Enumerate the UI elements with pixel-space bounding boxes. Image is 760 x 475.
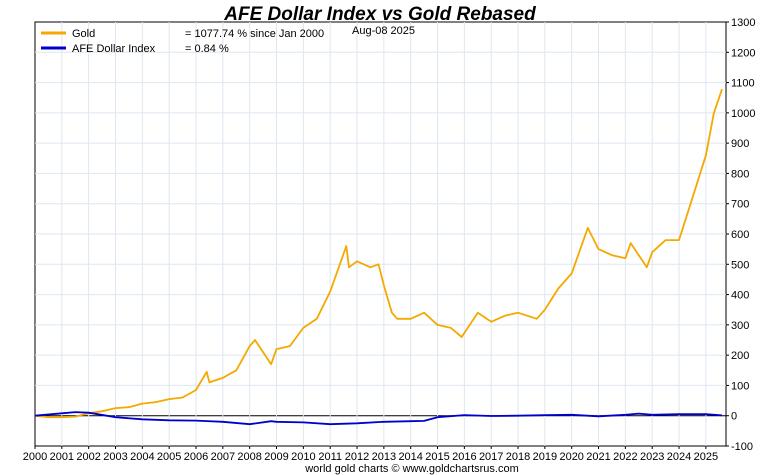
- x-tick-label: 2000: [23, 451, 47, 463]
- x-tick-label: 2021: [586, 451, 610, 463]
- legend-label-gold: Gold: [72, 28, 95, 40]
- x-tick-label: 2003: [103, 451, 127, 463]
- x-tick-label: 2017: [479, 451, 503, 463]
- y-tick-label: 800: [731, 168, 749, 180]
- x-tick-label: 2006: [184, 451, 208, 463]
- series-lines: [34, 88, 723, 426]
- y-axis: -100 0 100 200 300 400 500 600 700 800 900 1000 1100…: [726, 17, 755, 453]
- x-tick-label: 2015: [425, 451, 449, 463]
- x-tick-label: 2009: [264, 451, 288, 463]
- x-tick-label: 2005: [157, 451, 181, 463]
- y-tick-label: 200: [731, 350, 749, 362]
- y-tick-label: 400: [731, 290, 749, 302]
- y-tick-label: 100: [731, 380, 749, 392]
- y-tick-label: 1200: [731, 47, 755, 59]
- x-tick-label: 2008: [237, 451, 261, 463]
- series-line-afe-dollar-index: [34, 411, 723, 426]
- x-tick-label: 2014: [398, 451, 422, 463]
- y-tick-label: 1300: [731, 17, 755, 29]
- x-tick-label: 2023: [640, 451, 664, 463]
- x-tick-label: 2013: [372, 451, 396, 463]
- x-tick-label: 2012: [345, 451, 369, 463]
- gridlines: [35, 22, 726, 446]
- x-tick-label: 2004: [130, 451, 154, 463]
- x-tick-label: 2007: [211, 451, 235, 463]
- y-tick-label: 500: [731, 259, 749, 271]
- legend-value-gold: = 1077.74 % since Jan 2000: [185, 28, 324, 40]
- legend: Gold = 1077.74 % since Jan 2000 AFE Doll…: [41, 25, 415, 55]
- x-tick-label: 2024: [667, 451, 691, 463]
- y-tick-label: 300: [731, 320, 749, 332]
- chart-date: Aug-08 2025: [352, 25, 415, 37]
- x-tick-label: 2018: [506, 451, 530, 463]
- legend-value-afe: = 0.84 %: [185, 43, 229, 55]
- chart-title: AFE Dollar Index vs Gold Rebased: [223, 4, 536, 25]
- y-tick-label: 900: [731, 138, 749, 150]
- x-tick-label: 2016: [452, 451, 476, 463]
- y-tick-label: 1000: [731, 108, 755, 120]
- x-tick-label: 2022: [613, 451, 637, 463]
- x-axis: 2000 2001 2002 2003 2004 2005 2006 2007 2008 2009…: [23, 446, 718, 463]
- x-tick-label: 2001: [50, 451, 74, 463]
- x-tick-label: 2020: [559, 451, 583, 463]
- y-tick-label: 700: [731, 199, 749, 211]
- y-tick-label: 1100: [731, 78, 755, 90]
- legend-label-afe: AFE Dollar Index: [72, 43, 156, 55]
- series-line-gold: [34, 88, 723, 419]
- y-tick-label: -100: [731, 441, 753, 453]
- y-tick-label: 600: [731, 229, 749, 241]
- x-tick-label: 2025: [694, 451, 718, 463]
- chart-footer: world gold charts © www.goldchartsrus.co…: [304, 463, 519, 475]
- x-tick-label: 2010: [291, 451, 315, 463]
- y-tick-label: 0: [731, 411, 737, 423]
- x-tick-label: 2002: [76, 451, 100, 463]
- x-tick-label: 2011: [318, 451, 342, 463]
- x-tick-label: 2019: [533, 451, 557, 463]
